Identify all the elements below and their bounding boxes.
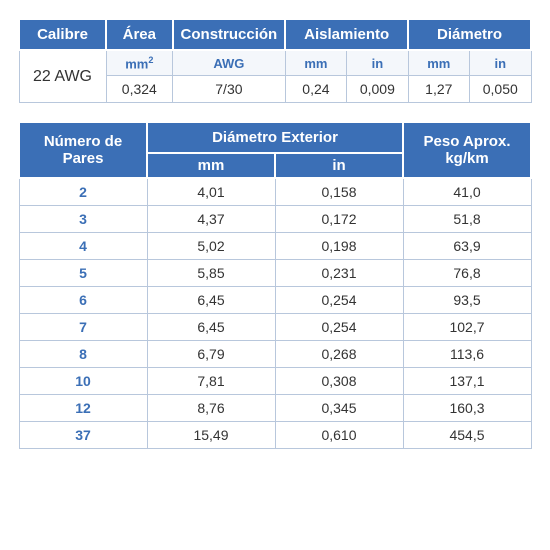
unit-ais-mm: mm [285,50,346,76]
cell-mm: 6,79 [147,341,275,368]
header-in: in [275,153,403,178]
table-row: 55,850,23176,8 [19,260,531,287]
cell-construccion: 7/30 [173,76,286,103]
cell-pares: 7 [19,314,147,341]
cell-pares: 3 [19,206,147,233]
table-row: 86,790,268113,6 [19,341,531,368]
cell-in: 0,345 [275,395,403,422]
cell-peso: 160,3 [403,395,531,422]
header-area: Área [106,19,173,50]
cell-pares: 6 [19,287,147,314]
cell-dia-in: 0,050 [470,76,531,103]
cell-in: 0,254 [275,314,403,341]
cell-pares: 8 [19,341,147,368]
header-mm: mm [147,153,275,178]
cell-area: 0,324 [106,76,173,103]
header-peso: Peso Aprox. kg/km [403,122,531,178]
cell-pares: 10 [19,368,147,395]
cell-in: 0,254 [275,287,403,314]
unit-awg: AWG [173,50,286,76]
cell-pares: 37 [19,422,147,449]
spec-table-2: Número de Pares Diámetro Exterior Peso A… [18,121,532,449]
cell-in: 0,610 [275,422,403,449]
cell-mm: 5,02 [147,233,275,260]
cell-mm: 4,37 [147,206,275,233]
header-diametro: Diámetro [408,19,531,50]
cell-mm: 15,49 [147,422,275,449]
cell-peso: 102,7 [403,314,531,341]
table-row: 24,010,15841,0 [19,178,531,206]
cell-dia-mm: 1,27 [408,76,469,103]
table-row: 66,450,25493,5 [19,287,531,314]
table-row: 45,020,19863,9 [19,233,531,260]
cell-mm: 6,45 [147,287,275,314]
header-construccion: Construcción [173,19,286,50]
table-row: 34,370,17251,8 [19,206,531,233]
unit-dia-in: in [470,50,531,76]
cell-in: 0,172 [275,206,403,233]
cell-in: 0,308 [275,368,403,395]
cell-mm: 4,01 [147,178,275,206]
unit-ais-in: in [347,50,408,76]
unit-mm2: mm2 [106,50,173,76]
cell-peso: 76,8 [403,260,531,287]
cell-peso: 93,5 [403,287,531,314]
cell-in: 0,231 [275,260,403,287]
cell-peso: 41,0 [403,178,531,206]
table-row: 128,760,345160,3 [19,395,531,422]
table-row: 107,810,308137,1 [19,368,531,395]
table-row: 3715,490,610454,5 [19,422,531,449]
cell-pares: 5 [19,260,147,287]
cell-mm: 5,85 [147,260,275,287]
cell-peso: 454,5 [403,422,531,449]
cell-mm: 7,81 [147,368,275,395]
spec-table-1: Calibre Área Construcción Aislamiento Di… [18,18,532,103]
header-aislamiento: Aislamiento [285,19,408,50]
cell-mm: 6,45 [147,314,275,341]
table-row: 22 AWG mm2 AWG mm in mm in [19,50,531,76]
table-row: 76,450,254102,7 [19,314,531,341]
cell-mm: 8,76 [147,395,275,422]
table-row: Calibre Área Construcción Aislamiento Di… [19,19,531,50]
cell-pares: 2 [19,178,147,206]
unit-dia-mm: mm [408,50,469,76]
cell-pares: 12 [19,395,147,422]
cell-ais-in: 0,009 [347,76,408,103]
cell-pares: 4 [19,233,147,260]
cell-peso: 137,1 [403,368,531,395]
header-calibre: Calibre [19,19,106,50]
cell-in: 0,198 [275,233,403,260]
cell-peso: 51,8 [403,206,531,233]
cell-ais-mm: 0,24 [285,76,346,103]
header-pares: Número de Pares [19,122,147,178]
cell-in: 0,158 [275,178,403,206]
header-diam-ext: Diámetro Exterior [147,122,403,153]
table-row: Número de Pares Diámetro Exterior Peso A… [19,122,531,153]
cell-peso: 113,6 [403,341,531,368]
cell-in: 0,268 [275,341,403,368]
cell-peso: 63,9 [403,233,531,260]
cell-calibre: 22 AWG [19,50,106,103]
